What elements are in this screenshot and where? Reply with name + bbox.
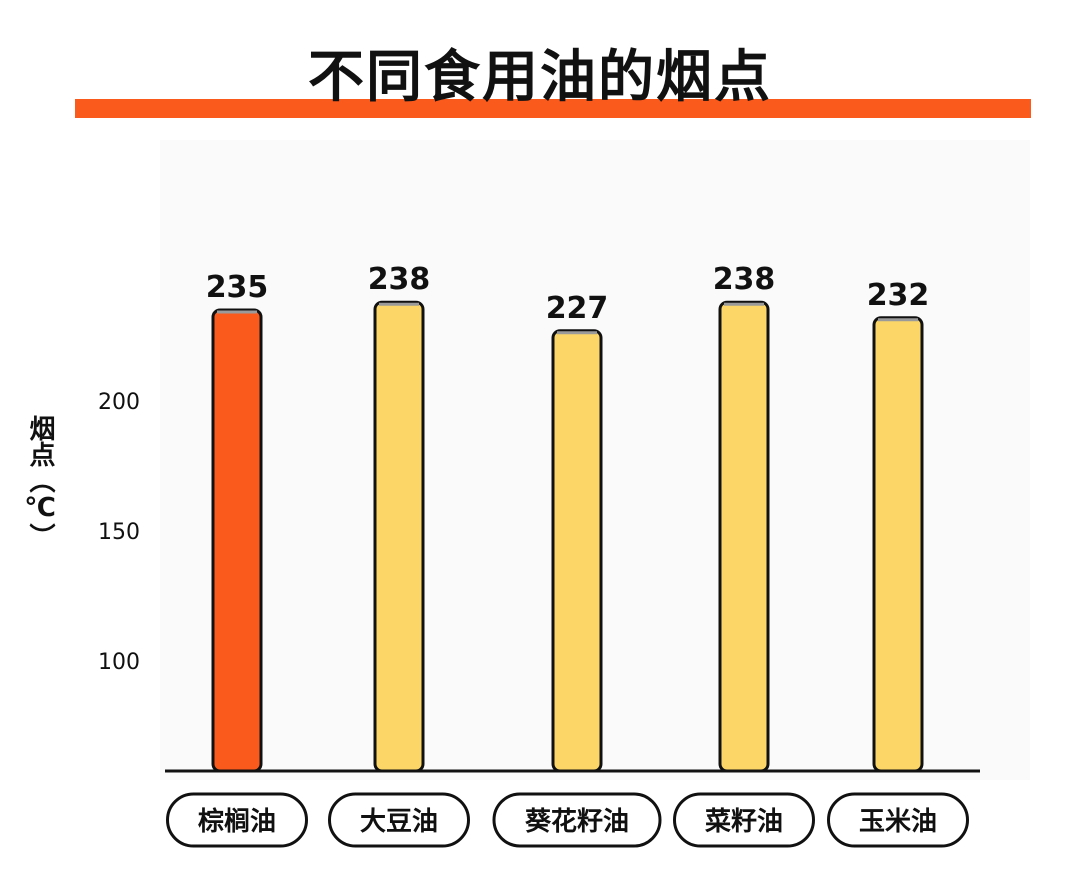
- y-axis-label: 烟点（℃）: [25, 415, 55, 549]
- bar-value-label: 238: [368, 262, 431, 297]
- category-label: 棕榈油: [198, 806, 276, 837]
- category-label: 大豆油: [360, 807, 438, 837]
- category-pill: [166, 792, 308, 848]
- bar: [872, 316, 924, 773]
- bar: [551, 329, 603, 773]
- category-label: 菜籽油: [704, 807, 783, 837]
- category-pill: [827, 792, 969, 848]
- category-label: 葵花籽油: [525, 807, 629, 837]
- category-label: 玉米油: [859, 807, 937, 837]
- bar-value-label: 235: [206, 270, 269, 305]
- title-underline-bar: [75, 99, 1031, 118]
- category-pill: [328, 792, 470, 848]
- chart-title: 不同食用油的烟点: [308, 45, 772, 110]
- y-tick-label: 150: [98, 520, 140, 545]
- y-tick-label: 200: [98, 390, 140, 415]
- bar-value-label: 232: [867, 278, 930, 313]
- y-tick-label: 100: [98, 650, 140, 675]
- bar: [211, 308, 263, 773]
- bar: [718, 300, 770, 773]
- bar-value-label: 238: [713, 262, 776, 297]
- category-pill: [673, 792, 815, 848]
- bar-value-label: 227: [546, 291, 609, 326]
- category-pill: [492, 792, 662, 848]
- bar: [373, 300, 425, 773]
